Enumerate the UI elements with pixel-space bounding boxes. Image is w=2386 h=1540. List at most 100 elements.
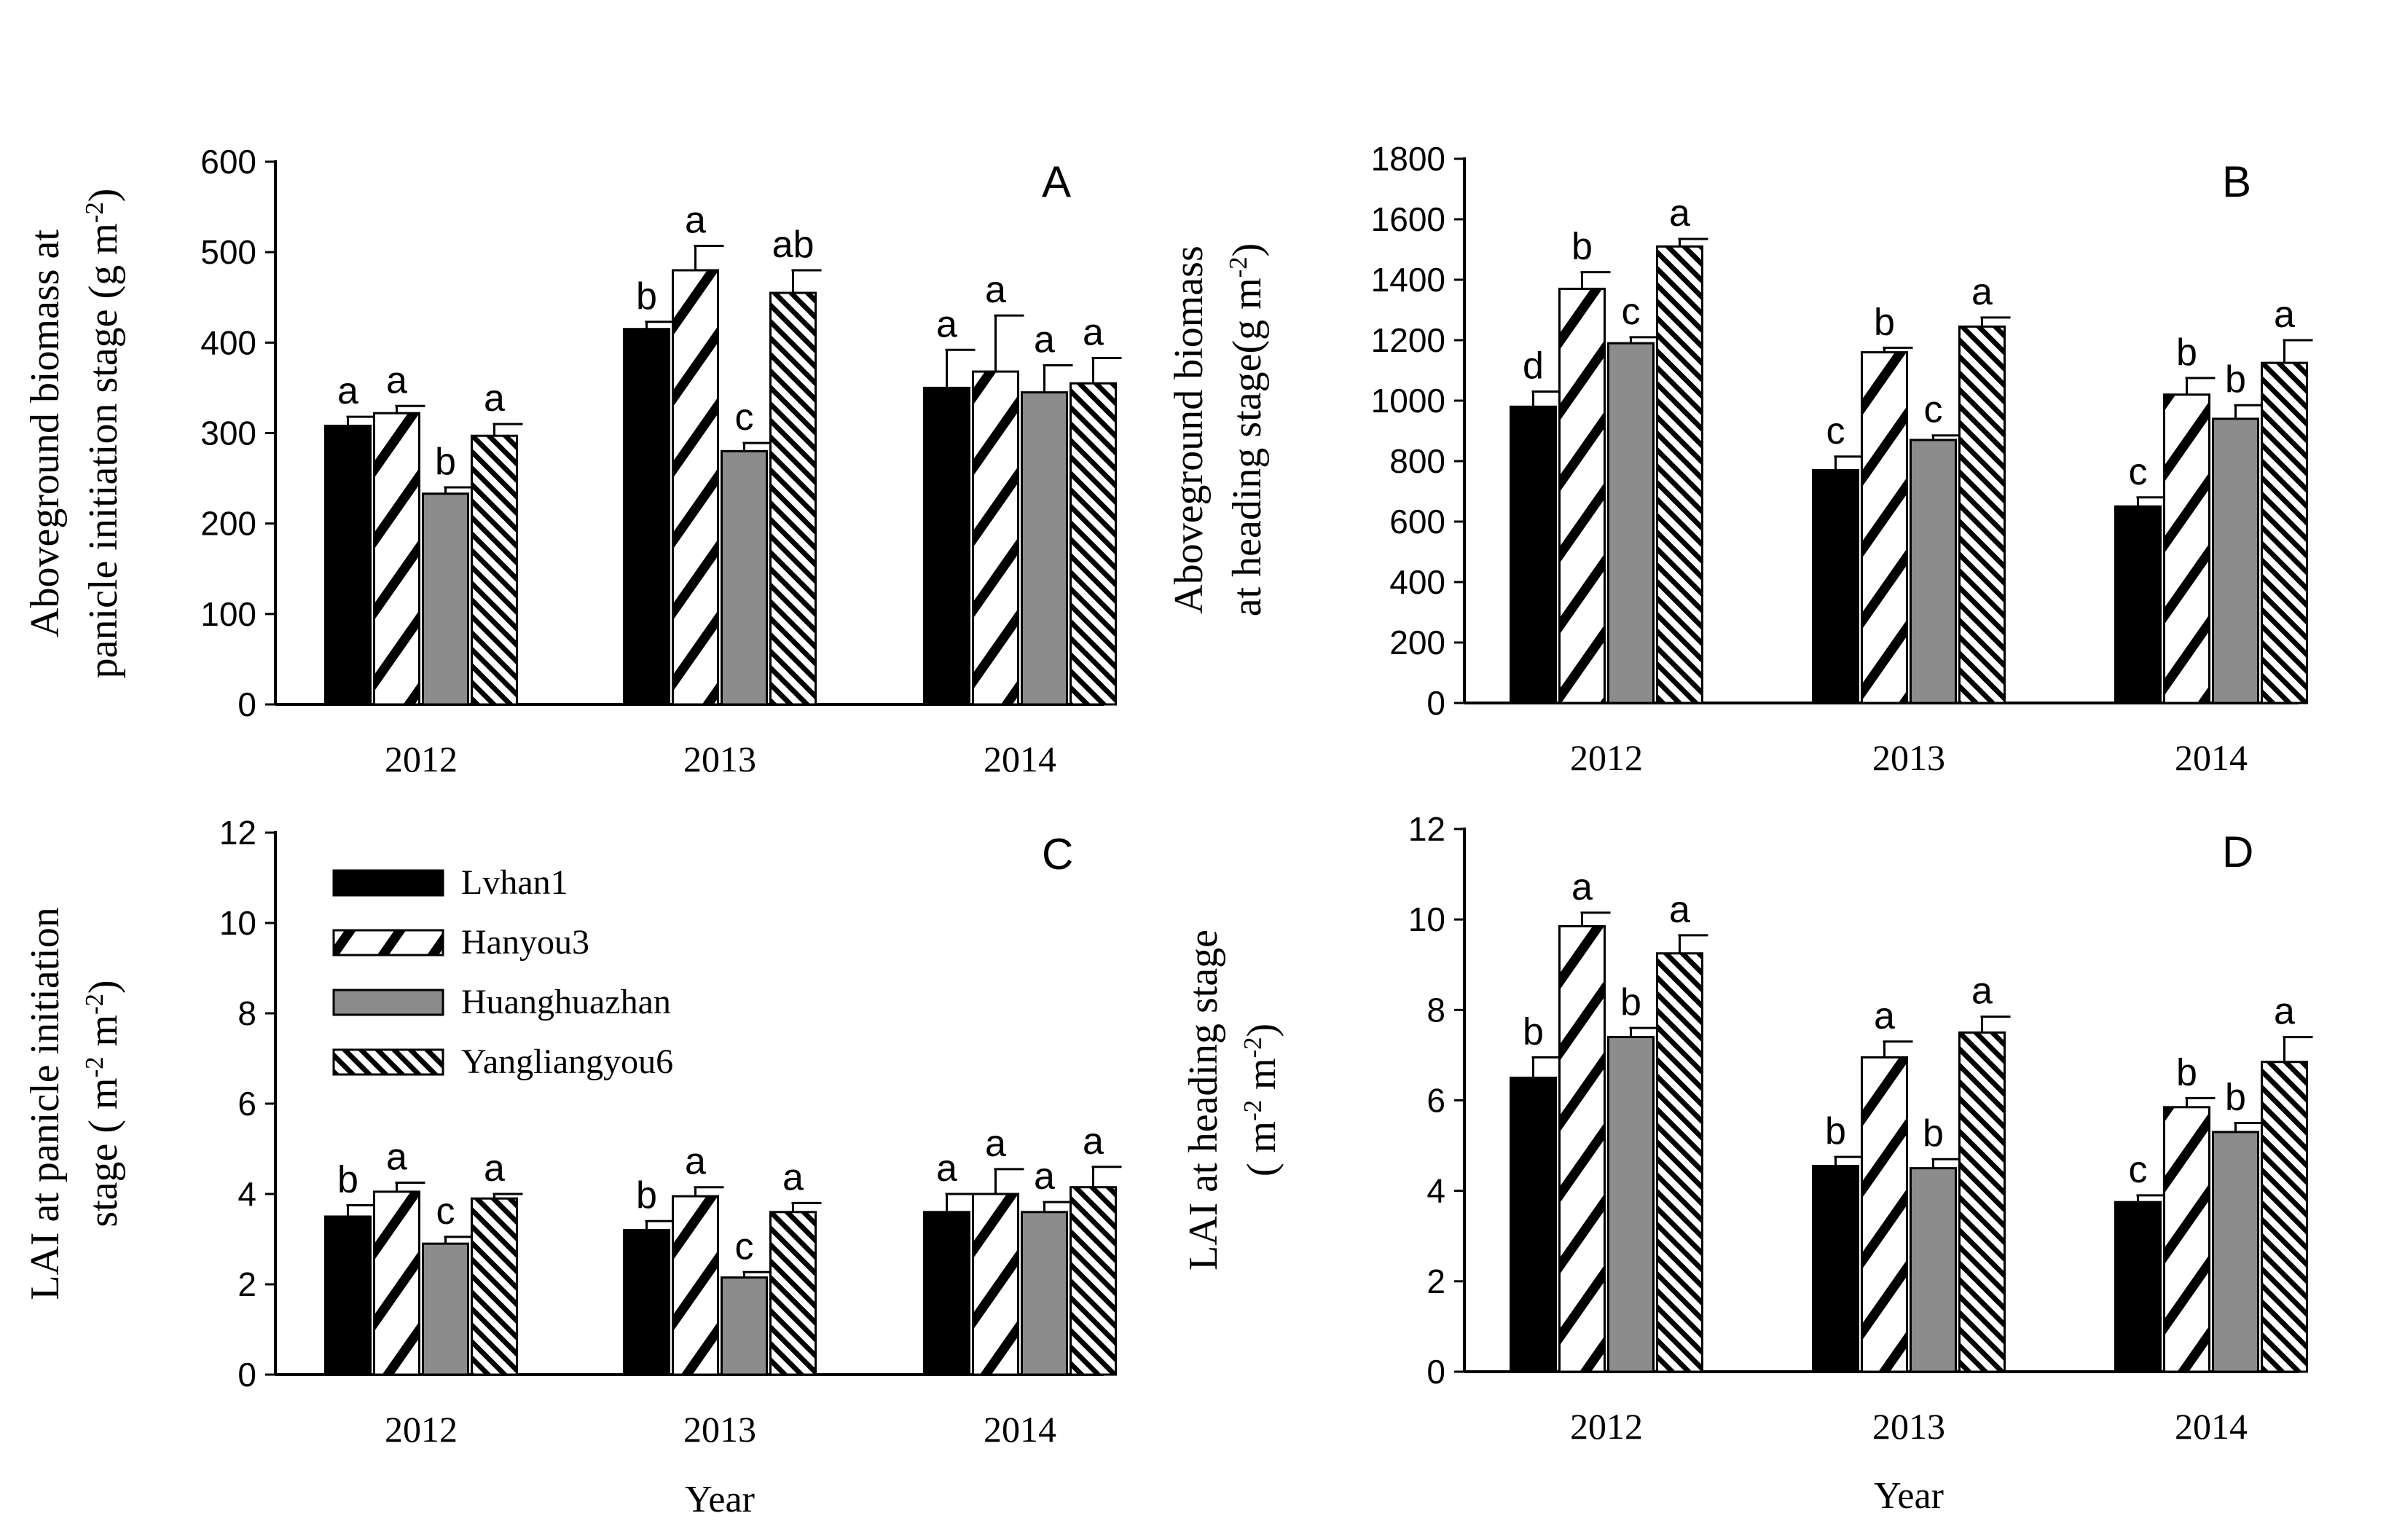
y-tick-label: 600 [200, 143, 256, 181]
significance-letter: a [936, 1147, 957, 1190]
significance-letter: b [337, 1159, 358, 1201]
significance-letter: c [1622, 291, 1641, 333]
legend-label: Lvhan1 [461, 863, 568, 902]
bar-yangliangyou6-2012 [471, 1197, 518, 1376]
x-axis-label: Year [685, 1479, 755, 1520]
y-axis-label-line: Aboveground biomass [1166, 245, 1212, 614]
significance-letter: c [2129, 1149, 2148, 1191]
significance-letter: c [735, 396, 754, 439]
bar-lvhan1-2013 [1812, 468, 1859, 704]
bar-hanyou3-2014 [972, 370, 1019, 706]
y-tick-label: 300 [200, 415, 256, 452]
legend-swatch [332, 869, 444, 897]
y-tick-label: 4 [238, 1175, 256, 1213]
y-tick-label: 0 [1427, 684, 1445, 722]
significance-letter: c [1826, 410, 1845, 452]
bar-hanyou3-2013 [1861, 1056, 1908, 1373]
bar-huanghuazhan-2012 [1607, 1036, 1655, 1373]
y-tick-label: 8 [1427, 991, 1445, 1029]
significance-letter: c [436, 1190, 455, 1233]
bar-hanyou3-2014 [972, 1193, 1019, 1376]
significance-letter: b [1620, 981, 1641, 1024]
significance-letter: b [435, 441, 456, 483]
bar-huanghuazhan-2014 [1021, 391, 1068, 706]
significance-letter: ab [772, 224, 815, 266]
significance-letter: a [2274, 294, 2295, 336]
y-tick-label: 1400 [1371, 261, 1445, 299]
y-tick-label: 1800 [1371, 140, 1445, 178]
y-axis-label-line: ( m-2 m-2) [1239, 1024, 1285, 1176]
y-axis-label-line: LAI at panicle initiation [23, 907, 68, 1300]
significance-letter: b [2176, 331, 2197, 374]
x-tick-label: 2012 [385, 739, 458, 779]
significance-letter: b [1874, 301, 1895, 343]
panel-d: 0 2 4 6 8 10 12 D LAI at heading stage ( m-2 m-2)… [1181, 810, 2313, 1447]
bar-lvhan1-2014 [2114, 1201, 2162, 1373]
bar-lvhan1-2012 [324, 1215, 372, 1376]
x-tick-label: 2013 [1872, 1406, 1945, 1447]
bar-lvhan1-2013 [1812, 1165, 1859, 1373]
y-tick-label: 0 [238, 1356, 256, 1394]
legend: Lvhan1 Hanyou3 Huanghuazhan Yangliangyou6 [332, 863, 673, 1081]
significance-letter: a [1571, 866, 1593, 908]
significance-letter: b [1523, 1011, 1544, 1053]
significance-letter: a [484, 1147, 505, 1190]
y-tick-label: 0 [1427, 1353, 1445, 1391]
significance-letter: a [1669, 192, 1690, 235]
bar-yangliangyou6-2014 [2261, 361, 2308, 704]
significance-letter: d [1523, 345, 1544, 388]
significance-letter: b [2176, 1051, 2197, 1093]
y-tick-label: 500 [200, 233, 256, 271]
significance-letter: a [985, 1123, 1006, 1165]
x-tick-label: 2014 [984, 739, 1056, 779]
y-tick-label: 1600 [1371, 200, 1445, 238]
y-tick-label: 6 [1427, 1082, 1445, 1120]
bar-lvhan1-2012 [1510, 1076, 1557, 1373]
significance-letter: b [1571, 226, 1593, 268]
legend-swatch [332, 1048, 444, 1076]
panel-label: C [1042, 830, 1073, 879]
bar-lvhan1-2012 [324, 425, 372, 706]
x-tick-label: 2012 [1570, 1406, 1643, 1447]
bar-yangliangyou6-2012 [1656, 245, 1703, 704]
significance-letter: a [685, 1141, 706, 1183]
bar-lvhan1-2012 [1510, 405, 1557, 704]
significance-letter: c [1924, 389, 1943, 431]
significance-letter: a [1034, 318, 1055, 361]
x-tick-label: 2012 [385, 1409, 458, 1450]
y-tick-label: 2 [1427, 1262, 1445, 1300]
y-tick-label: 12 [1408, 810, 1445, 848]
bar-yangliangyou6-2013 [1958, 325, 2006, 704]
y-tick-label: 0 [238, 685, 256, 723]
y-axis-label-line: LAI at heading stage [1181, 930, 1226, 1270]
y-tick-label: 100 [200, 595, 256, 633]
significance-letter: b [636, 1174, 657, 1217]
y-tick-label: 10 [219, 904, 256, 942]
significance-letter: c [735, 1225, 754, 1268]
bar-huanghuazhan-2014 [2212, 1131, 2259, 1373]
x-tick-label: 2012 [1570, 737, 1643, 778]
y-tick-label: 400 [200, 323, 256, 361]
significance-letter: a [1971, 271, 1993, 313]
significance-letter: a [936, 303, 957, 345]
bar-hanyou3-2014 [2163, 1106, 2210, 1373]
bar-yangliangyou6-2014 [1070, 1186, 1117, 1376]
legend-item-yangliangyou6: Yangliangyou6 [332, 1042, 673, 1081]
y-axis-label-line: at heading stage(g m-2) [1224, 243, 1271, 617]
x-tick-label: 2014 [2175, 737, 2248, 778]
legend-swatch [332, 989, 444, 1016]
significance-letter: a [1034, 1155, 1055, 1198]
legend-item-lvhan1: Lvhan1 [332, 863, 568, 902]
significance-letter: a [1874, 995, 1895, 1037]
bar-huanghuazhan-2012 [1607, 342, 1655, 704]
panel-c: 0 2 4 6 8 10 12 C LAI at panicle initiation stage… [23, 814, 1122, 1450]
bar-huanghuazhan-2012 [422, 1242, 469, 1376]
bar-hanyou3-2013 [672, 1195, 719, 1376]
bar-huanghuazhan-2014 [2212, 417, 2259, 704]
significance-letter: a [386, 1136, 407, 1179]
bar-huanghuazhan-2013 [1910, 439, 1957, 704]
x-tick-label: 2013 [683, 1409, 756, 1450]
x-axis-label: Year [1874, 1475, 1944, 1517]
y-tick-label: 800 [1389, 442, 1445, 480]
